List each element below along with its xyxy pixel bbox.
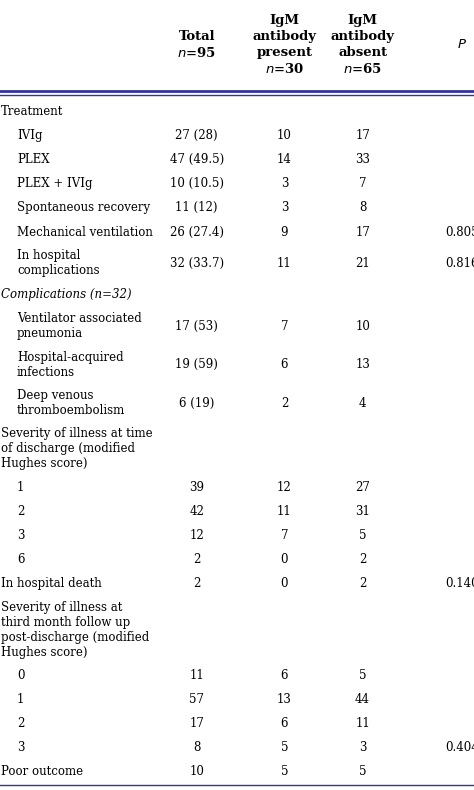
- Text: 3: 3: [17, 741, 25, 754]
- Text: 5: 5: [359, 668, 366, 682]
- Text: 57: 57: [189, 693, 204, 705]
- Text: 11: 11: [189, 668, 204, 682]
- Text: 42: 42: [189, 505, 204, 517]
- Text: 6: 6: [281, 668, 288, 682]
- Text: 5: 5: [359, 766, 366, 778]
- Text: 0: 0: [281, 553, 288, 566]
- Text: Hospital-acquired
infections: Hospital-acquired infections: [17, 351, 124, 378]
- Text: 10: 10: [277, 129, 292, 141]
- Text: 7: 7: [281, 319, 288, 333]
- Text: 1: 1: [17, 693, 24, 705]
- Text: 1: 1: [17, 480, 24, 494]
- Text: 7: 7: [359, 177, 366, 190]
- Text: 26 (27.4): 26 (27.4): [170, 225, 224, 239]
- Text: 13: 13: [355, 358, 370, 371]
- Text: Treatment: Treatment: [1, 104, 64, 118]
- Text: 11 (12): 11 (12): [175, 201, 218, 214]
- Text: 19 (59): 19 (59): [175, 358, 218, 371]
- Text: 5: 5: [281, 741, 288, 754]
- Text: 27: 27: [355, 480, 370, 494]
- Text: 0.140: 0.140: [446, 577, 474, 590]
- Text: 11: 11: [355, 717, 370, 730]
- Text: 0.805: 0.805: [446, 225, 474, 239]
- Text: IVIg: IVIg: [17, 129, 43, 141]
- Text: 8: 8: [359, 201, 366, 214]
- Text: 17 (53): 17 (53): [175, 319, 218, 333]
- Text: 10: 10: [189, 766, 204, 778]
- Text: 13: 13: [277, 693, 292, 705]
- Text: 6: 6: [281, 717, 288, 730]
- Text: 2: 2: [281, 397, 288, 409]
- Text: IgM
antibody
present
$n$=30: IgM antibody present $n$=30: [252, 14, 317, 76]
- Text: Ventilator associated
pneumonia: Ventilator associated pneumonia: [17, 312, 142, 340]
- Text: 0.816: 0.816: [446, 257, 474, 270]
- Text: 44: 44: [355, 693, 370, 705]
- Text: $P$: $P$: [457, 39, 467, 51]
- Text: 5: 5: [281, 766, 288, 778]
- Text: 3: 3: [359, 741, 366, 754]
- Text: 6 (19): 6 (19): [179, 397, 214, 409]
- Text: 47 (49.5): 47 (49.5): [170, 153, 224, 166]
- Text: Deep venous
thromboembolism: Deep venous thromboembolism: [17, 389, 125, 417]
- Text: 31: 31: [355, 505, 370, 517]
- Text: 10: 10: [355, 319, 370, 333]
- Text: 39: 39: [189, 480, 204, 494]
- Text: 0: 0: [281, 577, 288, 590]
- Text: PLEX: PLEX: [17, 153, 50, 166]
- Text: 6: 6: [281, 358, 288, 371]
- Text: 21: 21: [355, 257, 370, 270]
- Text: 11: 11: [277, 257, 292, 270]
- Text: Spontaneous recovery: Spontaneous recovery: [17, 201, 150, 214]
- Text: In hospital
complications: In hospital complications: [17, 250, 100, 277]
- Text: Mechanical ventilation: Mechanical ventilation: [17, 225, 153, 239]
- Text: 17: 17: [355, 225, 370, 239]
- Text: Severity of illness at
third month follow up
post-discharge (modified
Hughes sco: Severity of illness at third month follo…: [1, 600, 149, 659]
- Text: 12: 12: [189, 529, 204, 542]
- Text: 14: 14: [277, 153, 292, 166]
- Text: Severity of illness at time
of discharge (modified
Hughes score): Severity of illness at time of discharge…: [1, 427, 153, 470]
- Text: Poor outcome: Poor outcome: [1, 766, 83, 778]
- Text: 17: 17: [355, 129, 370, 141]
- Text: In hospital death: In hospital death: [1, 577, 102, 590]
- Text: 2: 2: [193, 577, 201, 590]
- Text: IgM
antibody
absent
$n$=65: IgM antibody absent $n$=65: [330, 14, 395, 76]
- Text: 2: 2: [17, 717, 24, 730]
- Text: 17: 17: [189, 717, 204, 730]
- Text: 3: 3: [281, 177, 288, 190]
- Text: Complications (n=32): Complications (n=32): [1, 288, 132, 301]
- Text: 7: 7: [281, 529, 288, 542]
- Text: 11: 11: [277, 505, 292, 517]
- Text: 0: 0: [17, 668, 25, 682]
- Text: 9: 9: [281, 225, 288, 239]
- Text: 4: 4: [359, 397, 366, 409]
- Text: 2: 2: [193, 553, 201, 566]
- Text: 33: 33: [355, 153, 370, 166]
- Text: 27 (28): 27 (28): [175, 129, 218, 141]
- Text: 8: 8: [193, 741, 201, 754]
- Text: 2: 2: [359, 577, 366, 590]
- Text: 0.404: 0.404: [445, 741, 474, 754]
- Text: Total
$n$=95: Total $n$=95: [177, 30, 216, 60]
- Text: PLEX + IVIg: PLEX + IVIg: [17, 177, 92, 190]
- Text: 5: 5: [359, 529, 366, 542]
- Text: 2: 2: [17, 505, 24, 517]
- Text: 6: 6: [17, 553, 25, 566]
- Text: 2: 2: [359, 553, 366, 566]
- Text: 3: 3: [17, 529, 25, 542]
- Text: 10 (10.5): 10 (10.5): [170, 177, 224, 190]
- Text: 32 (33.7): 32 (33.7): [170, 257, 224, 270]
- Text: 3: 3: [281, 201, 288, 214]
- Text: 12: 12: [277, 480, 292, 494]
